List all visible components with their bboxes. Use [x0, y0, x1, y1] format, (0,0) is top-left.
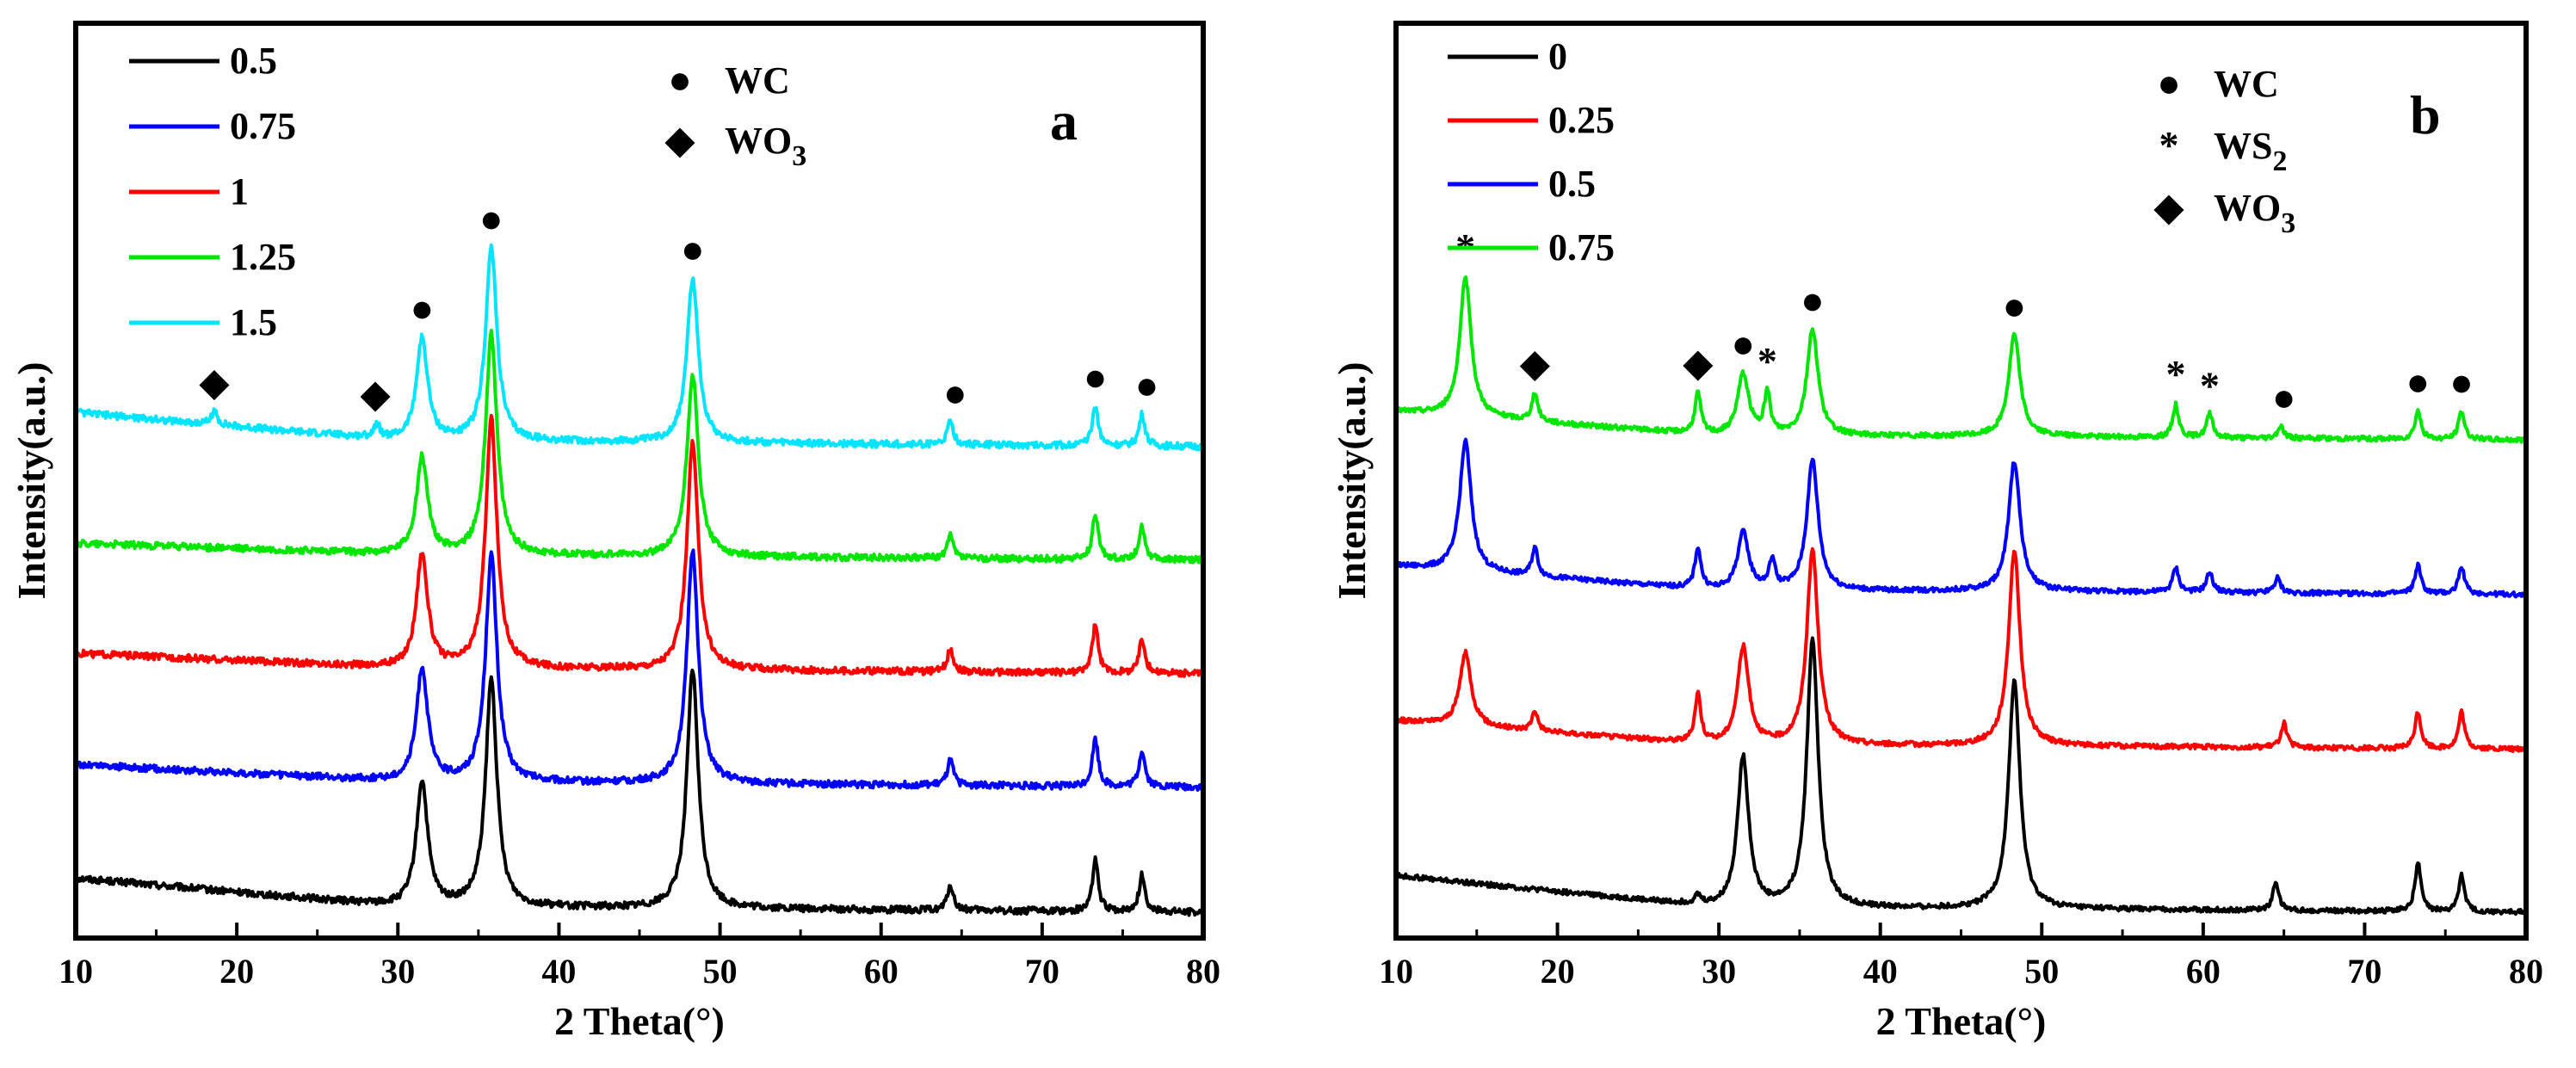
x-tick-label: 40 — [541, 952, 576, 991]
legend-label: 0 — [1548, 35, 1567, 77]
peak-marker: ◆ — [199, 360, 230, 404]
x-tick-label: 20 — [1541, 952, 1575, 991]
x-axis-label: 2 Theta(°) — [554, 999, 725, 1043]
y-axis-label: Intensity(a.u.) — [9, 361, 53, 599]
peak-marker: * — [2200, 364, 2220, 408]
panel-a: ◆ ◆ ● ● ● ● ● ● 10 20 30 40 50 60 70 80 2 Theta(°) Intens… — [9, 21, 1220, 1043]
peak-marker: ◆ — [1683, 341, 1714, 385]
x-tick-label: 70 — [1025, 952, 1059, 991]
peak-marker: ◆ — [1520, 341, 1551, 385]
legend-label: 1.25 — [230, 236, 296, 278]
peak-marker: ● — [2272, 375, 2296, 419]
series-line-0.25 — [1394, 546, 2527, 753]
peak-marker: ● — [1801, 279, 1825, 323]
legend-label: 0.75 — [230, 105, 296, 147]
x-tick-label: 60 — [864, 952, 899, 991]
series-line-0.5 — [74, 668, 1205, 917]
peak-marker: ● — [1731, 322, 1755, 366]
legend-label: 1 — [230, 170, 249, 213]
marker-legend-label: WC — [2214, 63, 2279, 105]
series-line-0.75 — [1394, 275, 2527, 444]
peak-marker: ● — [479, 196, 503, 240]
x-tick-label: 80 — [1186, 952, 1220, 991]
x-tick-label: 40 — [1863, 952, 1898, 991]
x-tick-label: 30 — [380, 952, 415, 991]
peak-marker: ● — [2406, 360, 2430, 404]
x-tick-label: 20 — [219, 952, 254, 991]
marker-legend-symbol: ● — [2157, 61, 2181, 105]
y-axis-label: Intensity(a.u.) — [1330, 361, 1374, 599]
series-line-1.5 — [74, 243, 1204, 452]
panel-letter: a — [1050, 90, 1078, 151]
peak-marker: ● — [2003, 284, 2027, 328]
series-line-0.5 — [1394, 437, 2527, 599]
marker-legend-label: WC — [725, 59, 790, 102]
peak-marker: * — [2165, 352, 2185, 396]
marker-legend-symbol: * — [2159, 123, 2179, 167]
marker-legend-symbol: ◆ — [2153, 185, 2184, 229]
peak-marker: ◆ — [360, 372, 391, 416]
legend-label: 0.5 — [230, 40, 277, 82]
peak-marker: ● — [1135, 363, 1159, 407]
panel-letter: b — [2410, 84, 2441, 145]
legend-label: 0.75 — [1548, 226, 1615, 269]
x-tick-label: 70 — [2347, 952, 2381, 991]
x-tick-label: 80 — [2509, 952, 2543, 991]
x-tick-label: 50 — [2024, 952, 2059, 991]
peak-marker: ● — [943, 371, 967, 415]
peak-marker: * — [1757, 339, 1777, 383]
peak-marker: ● — [1084, 355, 1108, 399]
series-line-0 — [1395, 636, 2527, 917]
peak-marker: ● — [2449, 360, 2474, 404]
legend-label: 0.5 — [1548, 163, 1596, 205]
x-tick-label: 60 — [2186, 952, 2221, 991]
peak-marker: ● — [410, 286, 434, 330]
x-tick-label: 50 — [703, 952, 738, 991]
series-line-1.25 — [74, 329, 1205, 565]
peak-marker: ● — [681, 227, 705, 271]
series-line-0.75 — [74, 548, 1205, 792]
series-line-1 — [74, 413, 1204, 678]
legend-label: 1.5 — [230, 301, 277, 343]
x-tick-label: 10 — [59, 952, 93, 991]
marker-legend-symbol: ◆ — [664, 118, 695, 162]
x-axis-label: 2 Theta(°) — [1876, 999, 2047, 1043]
marker-legend-symbol: ● — [668, 58, 692, 102]
x-tick-label: 10 — [1379, 952, 1413, 991]
legend-label: 0.25 — [1548, 99, 1615, 141]
x-tick-label: 30 — [1702, 952, 1736, 991]
